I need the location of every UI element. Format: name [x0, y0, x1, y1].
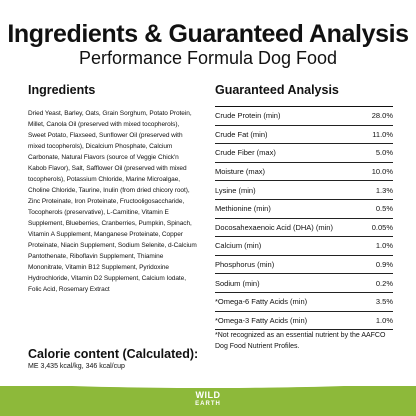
nutrient-value: 11.0% [372, 129, 393, 139]
calorie-heading: Calorie content (Calculated): [28, 347, 199, 361]
analysis-footnote: *Not recognized as an essential nutrient… [215, 332, 386, 350]
analysis-row: Crude Fat (min) 11.0% [215, 126, 393, 145]
analysis-row: *Omega-6 Fatty Acids (min) 3.5% [215, 293, 393, 312]
nutrient-value: 1.0% [375, 241, 393, 251]
nutrient-value: 5.0% [375, 148, 393, 158]
nutrient-name: Phosphorus (min) [215, 260, 275, 270]
nutrient-name: Crude Fat (min) [215, 129, 268, 139]
nutrient-value: 1.3% [375, 185, 393, 195]
nutrient-name: Moisture (max) [215, 167, 266, 177]
analysis-table: Crude Protein (min) 28.0% Crude Fat (min)… [215, 106, 393, 331]
nutrient-value: 3.5% [375, 297, 393, 307]
analysis-row: Moisture (max) 10.0% [215, 163, 393, 182]
ingredients-section: Ingredients Dried Yeast, Barley, Oats, G… [28, 82, 198, 295]
analysis-heading: Guaranteed Analysis [215, 83, 339, 97]
nutrient-name: Sodium (min) [215, 278, 260, 288]
nutrient-name: Crude Protein (min) [215, 111, 281, 121]
nutrient-value: 1.0% [375, 315, 393, 325]
nutrient-value: 28.0% [371, 111, 393, 121]
nutrient-name: *Omega-3 Fatty Acids (min) [215, 315, 308, 325]
nutrient-value: 0.05% [371, 222, 393, 232]
calorie-value: ME 3,435 kcal/kg, 346 kcal/cup [28, 363, 125, 370]
guaranteed-analysis-section: Guaranteed Analysis Crude Protein (min) 2… [215, 82, 393, 331]
nutrient-name: Docosahexaenoic Acid (DHA) (min) [215, 222, 333, 232]
page-subtitle: Performance Formula Dog Food [78, 48, 338, 68]
analysis-row: Calcium (min) 1.0% [215, 237, 393, 256]
analysis-row: Docosahexaenoic Acid (DHA) (min) 0.05% [215, 219, 393, 238]
analysis-row: *Omega-3 Fatty Acids (min) 1.0% [215, 312, 393, 331]
brand-band [0, 386, 416, 416]
nutrient-name: Lysine (min) [215, 185, 256, 195]
nutrient-name: Crude Fiber (max) [215, 148, 276, 158]
logo-word-wild: WILD [195, 390, 221, 400]
ingredients-list: Dried Yeast, Barley, Oats, Grain Sorghum… [28, 110, 197, 293]
nutrient-value: 10.0% [371, 167, 393, 177]
nutrient-name: Methionine (min) [215, 204, 271, 214]
ingredients-heading: Ingredients [28, 83, 96, 97]
nutrient-name: *Omega-6 Fatty Acids (min) [215, 297, 308, 307]
analysis-row: Sodium (min) 0.2% [215, 274, 393, 293]
nutrient-value: 0.9% [375, 260, 393, 270]
nutrient-name: Calcium (min) [215, 241, 262, 251]
page-title: Ingredients & Guaranteed Analysis [7, 20, 409, 48]
analysis-row: Crude Fiber (max) 5.0% [215, 144, 393, 163]
brand-band-curve [0, 380, 416, 388]
brand-logo: WILD EARTH [176, 390, 240, 412]
analysis-row: Phosphorus (min) 0.9% [215, 256, 393, 275]
logo-word-earth: EARTH [195, 401, 221, 407]
nutrient-value: 0.5% [375, 204, 393, 214]
nutrient-value: 0.2% [375, 278, 393, 288]
analysis-row: Methionine (min) 0.5% [215, 200, 393, 219]
analysis-row: Crude Protein (min) 28.0% [215, 107, 393, 126]
analysis-row: Lysine (min) 1.3% [215, 181, 393, 200]
